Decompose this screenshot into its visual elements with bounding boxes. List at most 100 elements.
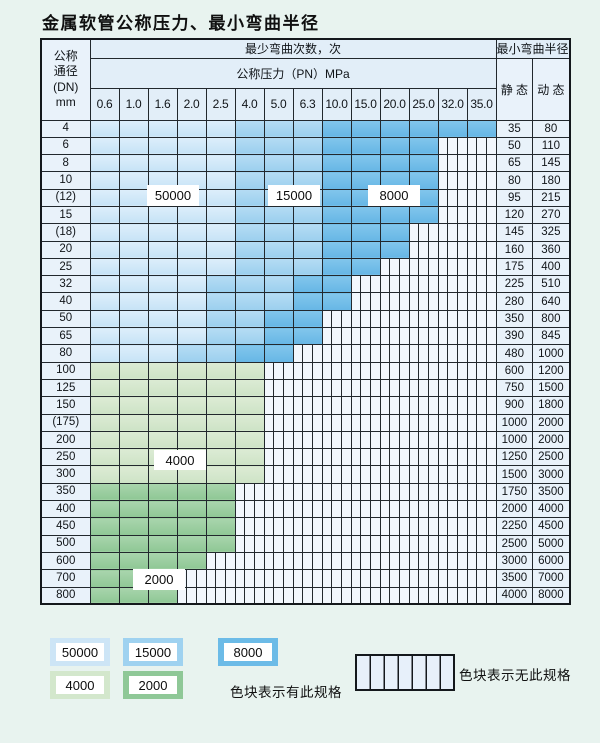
dn-label: 250 — [40, 448, 91, 467]
no-spec-cell — [437, 309, 468, 329]
no-spec-cell — [466, 551, 497, 571]
no-spec-cell — [437, 586, 468, 605]
no-spec-cell — [234, 551, 265, 571]
no-spec-cell — [408, 396, 439, 415]
no-spec-cell — [350, 344, 381, 363]
dynamic-radius-value: 360 — [532, 240, 571, 259]
dynamic-radius-value: 2000 — [532, 413, 571, 432]
no-spec-cell — [466, 154, 497, 173]
spec-cell-2000 — [118, 500, 149, 519]
pressure-value-header: 1.6 — [147, 87, 178, 121]
spec-cell-50000 — [176, 119, 207, 138]
dn-label: 600 — [40, 551, 91, 571]
spec-cell-15000 — [205, 309, 236, 329]
no-spec-cell — [292, 586, 323, 605]
dn-label: 200 — [40, 430, 91, 450]
dynamic-radius-value: 510 — [532, 275, 571, 294]
zone-label-4000: 4000 — [154, 450, 206, 470]
no-spec-cell — [234, 534, 265, 553]
no-spec-cell — [350, 309, 381, 329]
spec-cell-4000 — [89, 378, 120, 398]
dn-label: 700 — [40, 569, 91, 588]
legend-no-spec-text: 色块表示无此规格 — [459, 668, 571, 683]
spec-cell-50000 — [89, 188, 120, 207]
dn-label: 300 — [40, 465, 91, 484]
no-spec-cell — [321, 413, 352, 432]
spec-cell-4000 — [176, 413, 207, 432]
spec-cell-8000 — [350, 257, 381, 277]
no-spec-cell — [466, 361, 497, 380]
spec-cell-8000 — [408, 154, 439, 173]
pressure-value-header: 32.0 — [437, 87, 468, 121]
spec-cell-8000 — [379, 136, 410, 156]
pressure-value-header: 25.0 — [408, 87, 439, 121]
spec-cell-50000 — [176, 257, 207, 277]
no-spec-cell — [408, 413, 439, 432]
spec-cell-50000 — [176, 240, 207, 259]
pressure-value-header: 0.6 — [89, 87, 120, 121]
spec-cell-2000 — [118, 586, 149, 605]
no-spec-cell — [408, 551, 439, 571]
spec-cell-4000 — [176, 465, 207, 484]
no-spec-cell — [408, 275, 439, 294]
spec-cell-15000 — [234, 205, 265, 225]
spec-cell-50000 — [118, 309, 149, 329]
spec-cell-4000 — [118, 430, 149, 450]
no-spec-cell — [292, 361, 323, 380]
no-spec-cell — [263, 361, 294, 380]
spec-cell-50000 — [205, 223, 236, 242]
static-radius-value: 2500 — [495, 534, 534, 553]
legend-swatch-label: 50000 — [56, 643, 104, 661]
no-spec-cell — [379, 413, 410, 432]
no-spec-cell — [408, 361, 439, 380]
dn-label: 4 — [40, 119, 91, 138]
spec-cell-50000 — [176, 223, 207, 242]
spec-cell-15000 — [292, 257, 323, 277]
no-spec-cell — [350, 465, 381, 484]
legend-swatch-8000: 8000 — [218, 638, 278, 666]
no-spec-cell — [263, 551, 294, 571]
spec-cell-4000 — [176, 378, 207, 398]
spec-cell-4000 — [89, 413, 120, 432]
no-spec-cell — [350, 275, 381, 294]
spec-cell-8000 — [321, 136, 352, 156]
dynamic-radius-value: 8000 — [532, 586, 571, 605]
no-spec-cell — [437, 430, 468, 450]
dynamic-radius-value: 2000 — [532, 430, 571, 450]
spec-cell-15000 — [205, 344, 236, 363]
spec-cell-50000 — [89, 240, 120, 259]
no-spec-cell — [408, 534, 439, 553]
spec-cell-2000 — [89, 517, 120, 536]
spec-cell-2000 — [118, 482, 149, 502]
legend-no-spec-swatch — [355, 654, 455, 691]
spec-cell-8000 — [321, 171, 352, 190]
no-spec-cell — [292, 413, 323, 432]
dynamic-header: 动 态 — [532, 57, 571, 121]
no-spec-cell — [466, 430, 497, 450]
legend-swatch-2000: 2000 — [123, 671, 183, 699]
spec-cell-4000 — [147, 413, 178, 432]
spec-cell-50000 — [147, 292, 178, 311]
spec-cell-50000 — [205, 171, 236, 190]
static-radius-value: 120 — [495, 205, 534, 225]
spec-cell-4000 — [118, 448, 149, 467]
no-spec-cell — [321, 430, 352, 450]
no-spec-cell — [408, 378, 439, 398]
no-spec-cell — [466, 171, 497, 190]
no-spec-cell — [437, 344, 468, 363]
dn-label: 80 — [40, 344, 91, 363]
no-spec-cell — [350, 586, 381, 605]
spec-cell-50000 — [205, 240, 236, 259]
no-spec-cell — [466, 534, 497, 553]
no-spec-cell — [408, 240, 439, 259]
spec-table: 公称 通径 (DN) mm 最少弯曲次数，次 最小弯曲半径 公称压力（PN）MPa 静… — [40, 38, 571, 606]
spec-cell-2000 — [205, 482, 236, 502]
spec-cell-2000 — [147, 517, 178, 536]
no-spec-cell — [437, 188, 468, 207]
spec-cell-8000 — [350, 205, 381, 225]
spec-cell-50000 — [205, 188, 236, 207]
spec-cell-15000 — [234, 275, 265, 294]
spec-cell-8000 — [321, 240, 352, 259]
no-spec-cell — [379, 517, 410, 536]
no-spec-cell — [466, 327, 497, 346]
